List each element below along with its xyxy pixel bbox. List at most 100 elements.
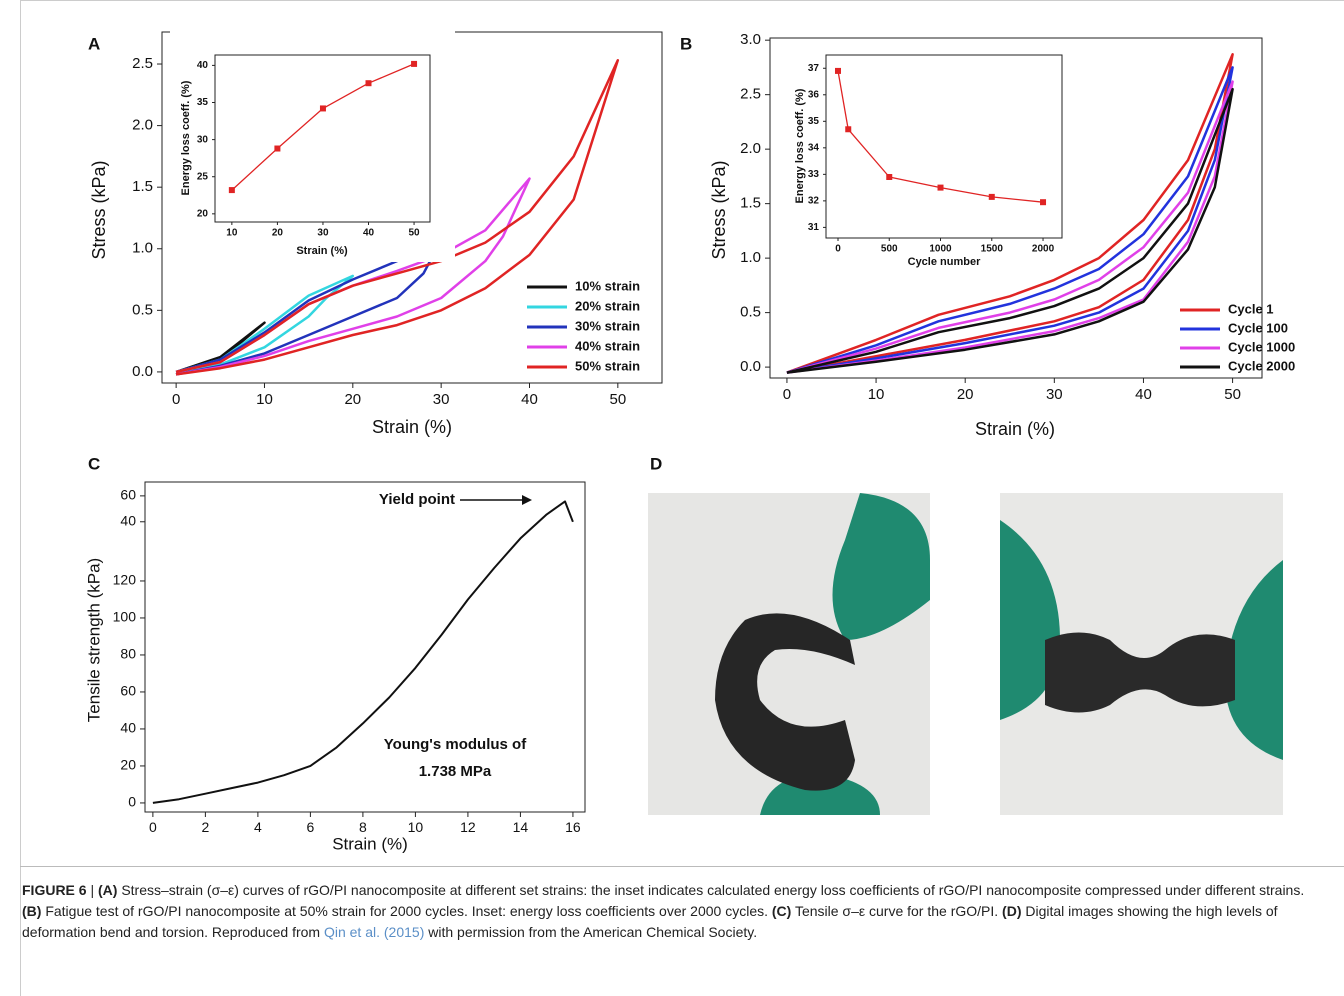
x-tick-label: 10 bbox=[226, 228, 238, 239]
y-tick-label: 0.0 bbox=[132, 363, 153, 380]
citation-link[interactable]: Qin et al. (2015) bbox=[323, 924, 425, 940]
y-tick-label: 40 bbox=[197, 60, 209, 71]
inset-background bbox=[785, 45, 1068, 272]
y-tick-label: 25 bbox=[197, 171, 209, 182]
x-tick-label: 10 bbox=[256, 391, 273, 408]
x-tick-label: 16 bbox=[565, 819, 581, 835]
data-marker bbox=[1040, 199, 1047, 206]
y-tick-label: 0.5 bbox=[740, 304, 761, 321]
data-marker bbox=[274, 145, 281, 152]
x-tick-label: 500 bbox=[881, 244, 898, 255]
data-marker bbox=[365, 80, 372, 87]
y-tick-label: 33 bbox=[808, 169, 820, 180]
x-axis-label: Strain (%) bbox=[332, 834, 408, 853]
y-tick-label: 2.5 bbox=[132, 55, 153, 72]
x-tick-label: 8 bbox=[359, 819, 367, 835]
caption-text: FIGURE 6 bbox=[22, 882, 87, 898]
annotation: 1.738 MPa bbox=[419, 763, 492, 780]
chart: 0 500 1000 1500 2000 31 32 33 34 35 36 37 Cycle numb… bbox=[785, 45, 1068, 272]
annotation: Young's modulus of bbox=[384, 736, 527, 753]
x-tick-label: 1000 bbox=[929, 244, 952, 255]
y-tick-label: 35 bbox=[808, 116, 820, 127]
y-tick-label: 40 bbox=[120, 720, 136, 736]
data-marker bbox=[937, 184, 944, 191]
x-tick-label: 30 bbox=[1046, 386, 1063, 403]
data-line bbox=[837, 70, 1044, 203]
chart: 0 2 4 6 8 10 12 14 16 0 20 40 60 80 100 120 40 60 Strain (… bbox=[84, 454, 586, 853]
x-tick-label: 6 bbox=[306, 819, 314, 835]
x-axis-label: Strain (%) bbox=[296, 245, 348, 257]
data-marker bbox=[886, 174, 893, 180]
x-tick-label: 0 bbox=[149, 819, 157, 835]
annotation-arrowhead bbox=[522, 495, 532, 505]
data-marker bbox=[845, 126, 852, 133]
x-tick-label: 0 bbox=[783, 386, 791, 403]
x-tick-label: 40 bbox=[521, 391, 538, 408]
chart: 0 10 20 30 40 50 0.0 0.5 1.0 1.5 2.0 2.5 Strain (%) S… bbox=[88, 31, 663, 437]
panel-label: B bbox=[680, 34, 692, 53]
caption-text: Tensile σ–ε curve for the rGO/PI. bbox=[791, 903, 1003, 919]
y-tick-label: 60 bbox=[120, 683, 136, 699]
caption-text: (B) bbox=[22, 903, 42, 919]
y-tick-label: 60 bbox=[120, 487, 136, 503]
data-line bbox=[786, 66, 1234, 374]
y-axis-label: Tensile strength (kPa) bbox=[84, 558, 103, 722]
x-tick-label: 40 bbox=[1135, 386, 1152, 403]
photo-bend bbox=[648, 493, 930, 815]
y-tick-label: 2.0 bbox=[740, 140, 761, 157]
plot-frame bbox=[825, 54, 1063, 239]
chart: 0 10 20 30 40 50 0.0 0.5 1.0 1.5 2.0 2.5 3.0 Strain (… bbox=[680, 31, 1295, 439]
y-tick-label: 40 bbox=[120, 512, 136, 528]
caption-text: Stress–strain (σ–ε) curves of rGO/PI nan… bbox=[117, 882, 1305, 898]
y-tick-label: 32 bbox=[808, 196, 820, 207]
x-tick-label: 1500 bbox=[981, 244, 1004, 255]
y-tick-label: 80 bbox=[120, 646, 136, 662]
x-tick-label: 12 bbox=[460, 819, 476, 835]
data-marker bbox=[988, 193, 995, 200]
x-tick-label: 10 bbox=[408, 819, 424, 835]
y-tick-label: 20 bbox=[197, 208, 209, 219]
y-tick-label: 1.5 bbox=[740, 195, 761, 212]
x-tick-label: 50 bbox=[609, 391, 626, 408]
legend-label: Cycle 1000 bbox=[1228, 339, 1295, 354]
x-axis-label: Strain (%) bbox=[975, 419, 1055, 439]
caption-text: Digital images showing the high levels o… bbox=[22, 903, 1278, 940]
data-marker bbox=[411, 60, 418, 67]
inset-background bbox=[170, 15, 455, 262]
y-axis-label: Energy loss coeff. (%) bbox=[180, 80, 192, 195]
data-line bbox=[786, 87, 1234, 374]
y-axis-label: Stress (kPa) bbox=[89, 160, 109, 259]
legend-label: 10% strain bbox=[575, 278, 640, 293]
x-tick-label: 50 bbox=[1224, 386, 1241, 403]
legend-label: Cycle 100 bbox=[1228, 320, 1288, 335]
y-tick-label: 35 bbox=[197, 97, 209, 108]
legend-label: 40% strain bbox=[575, 338, 640, 353]
frame bbox=[20, 0, 21, 996]
legend-label: Cycle 2000 bbox=[1228, 358, 1295, 373]
data-line bbox=[175, 59, 620, 376]
y-tick-label: 34 bbox=[808, 142, 820, 153]
legend-label: Cycle 1 bbox=[1228, 301, 1274, 316]
y-tick-label: 3.0 bbox=[740, 31, 761, 48]
y-tick-label: 1.0 bbox=[132, 240, 153, 257]
x-tick-label: 10 bbox=[868, 386, 885, 403]
x-tick-label: 30 bbox=[317, 228, 329, 239]
data-line bbox=[786, 53, 1234, 374]
x-tick-label: 4 bbox=[254, 819, 262, 835]
x-tick-label: 20 bbox=[272, 228, 284, 239]
data-marker bbox=[319, 105, 326, 112]
y-tick-label: 2.0 bbox=[132, 117, 153, 134]
x-axis-label: Strain (%) bbox=[372, 417, 452, 437]
legend-label: 20% strain bbox=[575, 298, 640, 313]
caption: FIGURE 6 | (A) Stress–strain (σ–ε) curve… bbox=[22, 880, 1322, 943]
data-line bbox=[786, 80, 1234, 374]
data-line bbox=[152, 500, 574, 804]
x-tick-label: 2 bbox=[201, 819, 209, 835]
y-tick-label: 0 bbox=[128, 794, 136, 810]
y-tick-label: 0.0 bbox=[740, 358, 761, 375]
x-tick-label: 0 bbox=[172, 391, 180, 408]
y-tick-label: 1.0 bbox=[740, 249, 761, 266]
data-marker bbox=[834, 67, 841, 74]
